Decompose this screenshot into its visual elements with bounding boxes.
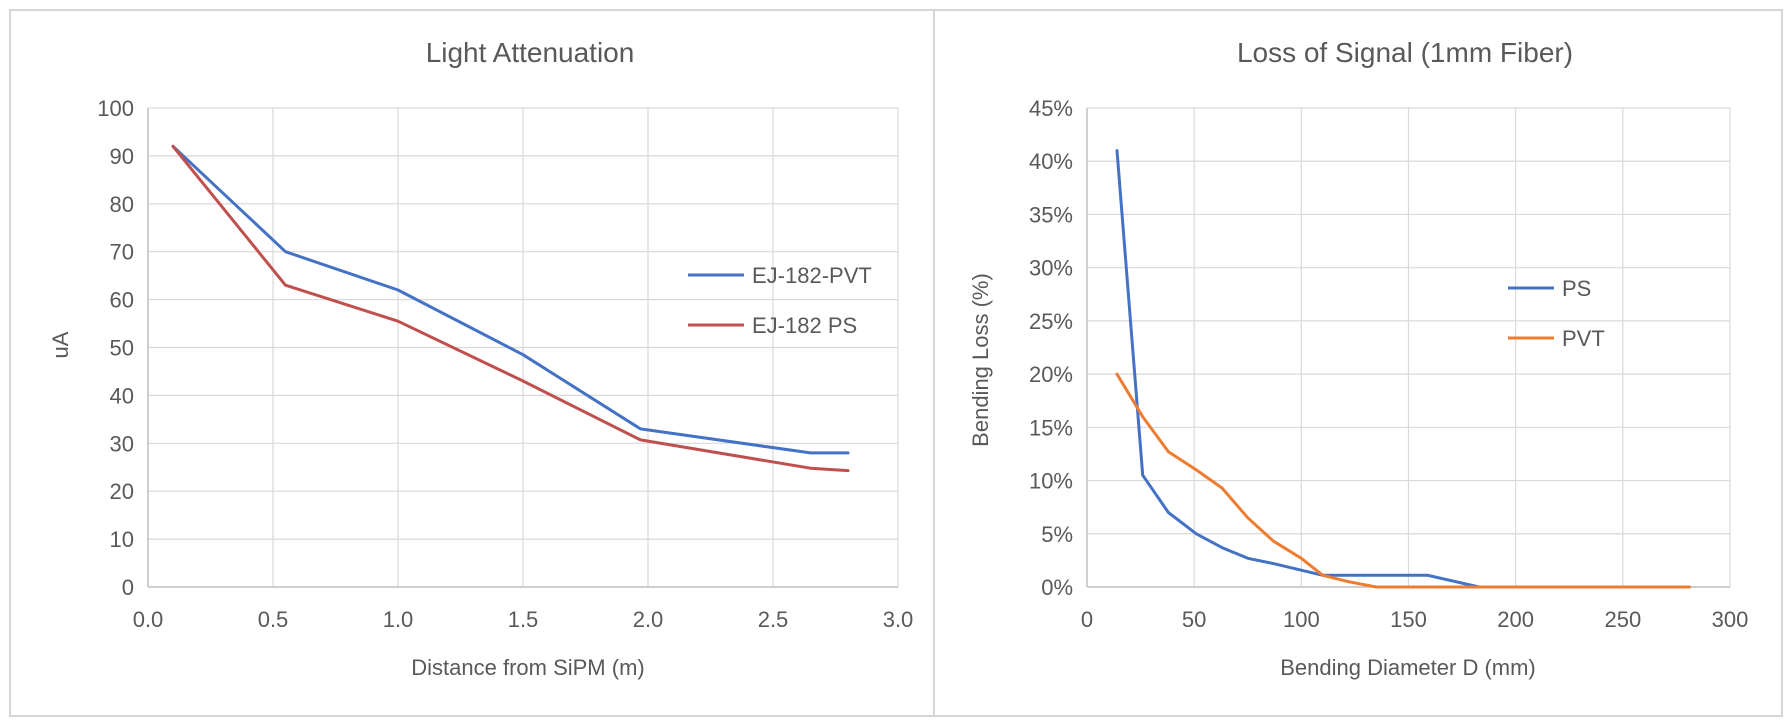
- legend-label-ps: PS: [1562, 276, 1591, 301]
- x-tick-label: 250: [1604, 607, 1641, 632]
- y-tick-label: 45%: [1029, 96, 1073, 121]
- y-tick-label: 15%: [1029, 415, 1073, 440]
- y-tick-label: 100: [97, 96, 134, 121]
- y-tick-label: 30: [110, 431, 134, 456]
- series-line-ej-182-pvt: [171, 144, 850, 455]
- legend-label-pvt: PVT: [1562, 326, 1605, 351]
- series-line-ej-182-ps: [171, 144, 850, 473]
- x-tick-label: 150: [1390, 607, 1427, 632]
- series-line-pvt: [1115, 372, 1691, 589]
- y-tick-label: 10%: [1029, 469, 1073, 494]
- x-tick-label: 2.0: [633, 607, 664, 632]
- y-tick-label: 30%: [1029, 256, 1073, 281]
- plot-area-loss-of-signal: 0% 5% 10% 15% 20% 25% 30% 35% 40% 45% 0 50 100 150 200…: [1029, 96, 1748, 632]
- x-tick-label: 50: [1182, 607, 1206, 632]
- legend-label-ej-182-ps: EJ-182 PS: [752, 313, 857, 338]
- chart-panel-loss-of-signal: [933, 9, 1783, 717]
- y-tick-label: 40%: [1029, 149, 1073, 174]
- chart-panel-light-attenuation: [9, 9, 935, 717]
- y-tick-label: 20: [110, 479, 134, 504]
- x-tick-label: 100: [1283, 607, 1320, 632]
- y-tick-label: 5%: [1041, 522, 1073, 547]
- x-tick-label: 0.0: [133, 607, 164, 632]
- legend-label-ej-182-pvt: EJ-182-PVT: [752, 263, 872, 288]
- x-tick-label: 2.5: [758, 607, 789, 632]
- x-tick-label: 1.5: [508, 607, 539, 632]
- y-tick-label: 20%: [1029, 362, 1073, 387]
- y-tick-label: 50: [110, 336, 134, 361]
- y-axis-title-light-attenuation: uA: [48, 331, 73, 358]
- x-tick-label: 300: [1712, 607, 1749, 632]
- plot-area-light-attenuation: 0 10 20 30 40 50 60 70 80 90 100 0.0 0.5 1.0 1.5 2.0 2.5…: [97, 96, 913, 632]
- y-tick-label: 0%: [1041, 575, 1073, 600]
- chart-title-loss-of-signal: Loss of Signal (1mm Fiber): [1237, 37, 1573, 68]
- chart-title-light-attenuation: Light Attenuation: [426, 37, 635, 68]
- x-tick-label: 3.0: [883, 607, 914, 632]
- y-tick-label: 10: [110, 527, 134, 552]
- y-tick-label: 80: [110, 192, 134, 217]
- y-tick-label: 35%: [1029, 202, 1073, 227]
- y-tick-label: 25%: [1029, 309, 1073, 334]
- x-tick-label: 0: [1081, 607, 1093, 632]
- y-tick-label: 90: [110, 144, 134, 169]
- y-tick-label: 0: [122, 575, 134, 600]
- y-tick-label: 40: [110, 383, 134, 408]
- x-axis-title-light-attenuation: Distance from SiPM (m): [411, 655, 644, 680]
- x-axis-title-loss-of-signal: Bending Diameter D (mm): [1280, 655, 1536, 680]
- y-tick-label: 60: [110, 288, 134, 313]
- y-axis-title-loss-of-signal: Bending Loss (%): [968, 273, 993, 447]
- y-tick-label: 70: [110, 240, 134, 265]
- x-tick-label: 200: [1497, 607, 1534, 632]
- x-tick-label: 1.0: [383, 607, 414, 632]
- x-tick-label: 0.5: [258, 607, 289, 632]
